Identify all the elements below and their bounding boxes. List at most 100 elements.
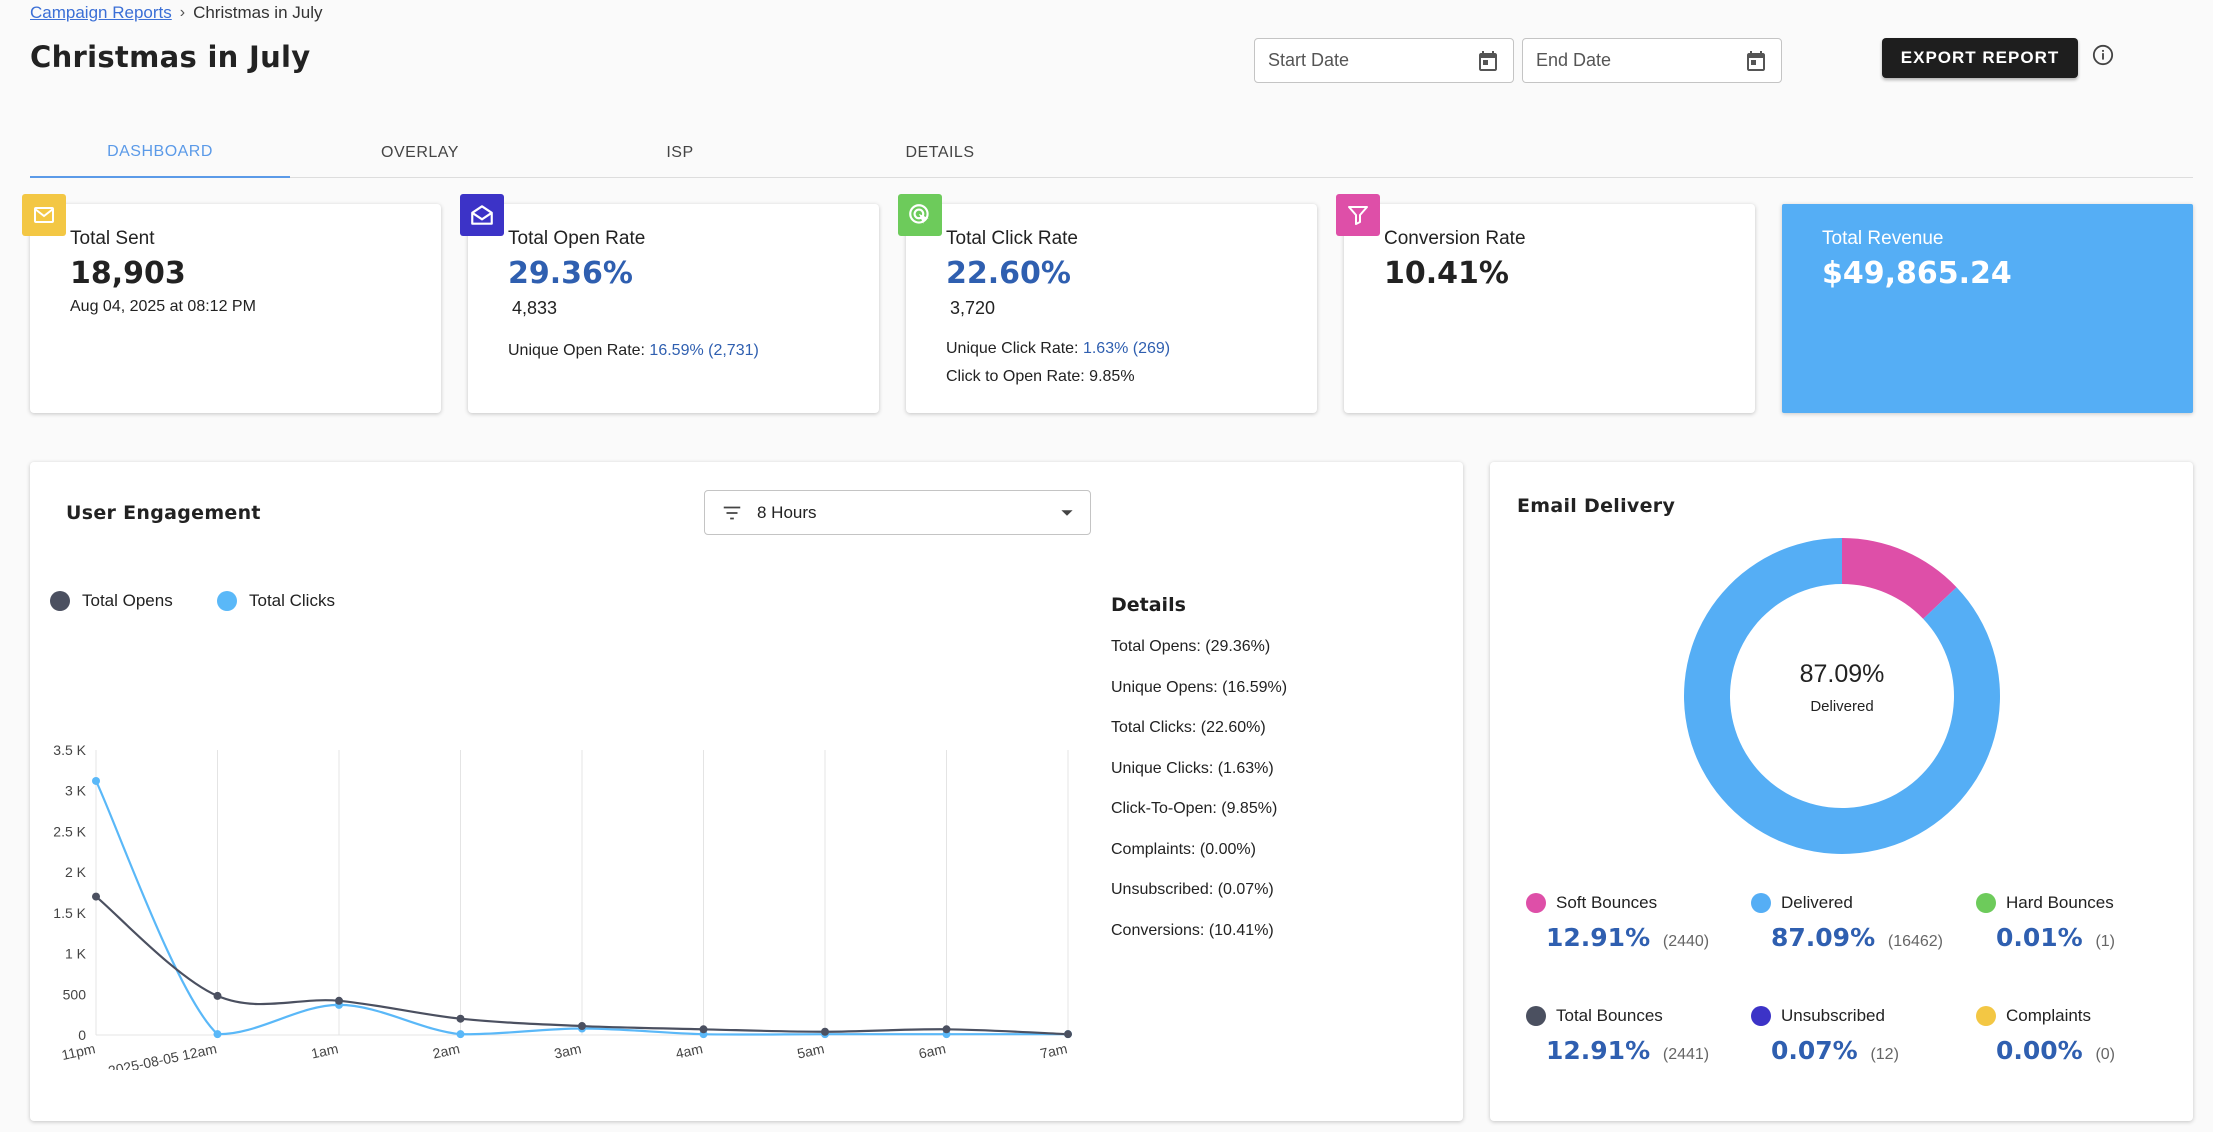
hard-bounces-value: 0.01%	[1996, 923, 2083, 952]
y-tick-label: 3.5 K	[53, 742, 86, 758]
delivery-soft-bounces: Soft Bounces 12.91% (2440)	[1526, 893, 1709, 952]
x-tick-label: 3am	[553, 1040, 583, 1061]
y-tick-label: 2.5 K	[53, 823, 86, 839]
total-bounces-dot	[1526, 1006, 1546, 1026]
tab-bar: DASHBOARD OVERLAY ISP DETAILS	[30, 128, 2193, 178]
total-bounces-label: Total Bounces	[1556, 1006, 1663, 1025]
detail-total-opens: Total Opens: (29.36%)	[1111, 638, 1271, 655]
info-icon[interactable]	[2092, 44, 2114, 66]
legend-dot-clicks	[217, 591, 237, 611]
breadcrumb: Campaign Reports › Christmas in July	[30, 3, 323, 23]
total-opens-point	[456, 1014, 465, 1023]
unique-click-rate-label: Unique Click Rate:	[946, 340, 1083, 357]
y-tick-label: 1 K	[65, 946, 87, 962]
total-opens-point	[1064, 1030, 1072, 1039]
total-opens-point	[942, 1025, 951, 1034]
total-opens-point	[821, 1027, 829, 1036]
delivered-value: 87.09%	[1771, 923, 1876, 952]
donut-slice-soft-bounces[interactable]	[1842, 538, 1957, 619]
legend-total-opens[interactable]: Total Opens	[50, 591, 173, 611]
unique-open-rate-label: Unique Open Rate:	[508, 342, 650, 359]
chevron-down-icon	[1061, 509, 1073, 516]
legend-dot-opens	[50, 591, 70, 611]
delivered-dot	[1751, 893, 1771, 913]
filter-icon	[723, 506, 741, 519]
soft-bounces-value: 12.91%	[1546, 923, 1651, 952]
tab-details[interactable]: DETAILS	[905, 144, 975, 161]
legend-total-clicks[interactable]: Total Clicks	[217, 591, 335, 611]
tab-overlay[interactable]: OVERLAY	[381, 144, 459, 161]
click-count: 3,720	[950, 298, 996, 318]
start-date-field[interactable]: Start Date	[1254, 38, 1514, 83]
click-rate-value: 22.60%	[946, 256, 1071, 291]
total-clicks-point	[213, 1030, 222, 1039]
total-bounces-count: (2441)	[1662, 1046, 1710, 1063]
unsubscribed-value: 0.07%	[1771, 1036, 1858, 1065]
x-tick-label: 2025-08-05 12am	[107, 1040, 218, 1070]
sent-timestamp: Aug 04, 2025 at 08:12 PM	[70, 298, 256, 315]
y-tick-label: 2 K	[65, 864, 87, 880]
detail-unique-opens: Unique Opens: (16.59%)	[1111, 679, 1288, 696]
end-date-field[interactable]: End Date	[1522, 38, 1782, 83]
conversion-rate-card: Conversion Rate 10.41%	[1344, 204, 1755, 413]
export-report-button[interactable]: EXPORT REPORT	[1882, 38, 2078, 78]
y-tick-label: 0	[78, 1027, 86, 1043]
time-range-select[interactable]: 8 Hours	[704, 490, 1091, 535]
click-cursor-icon	[898, 194, 942, 236]
click-rate-label: Total Click Rate	[946, 228, 1078, 249]
detail-unsubscribed: Unsubscribed: (0.07%)	[1111, 881, 1274, 898]
unsubscribed-label: Unsubscribed	[1781, 1006, 1885, 1025]
delivery-complaints: Complaints 0.00% (0)	[1976, 1006, 2115, 1065]
y-tick-label: 500	[63, 986, 87, 1002]
soft-bounces-dot	[1526, 893, 1546, 913]
total-opens-point	[335, 996, 343, 1005]
soft-bounces-count: (2440)	[1662, 933, 1710, 950]
open-count: 4,833	[512, 298, 558, 318]
breadcrumb-link-campaign-reports[interactable]: Campaign Reports	[30, 3, 172, 22]
click-to-open-rate: Click to Open Rate: 9.85%	[946, 368, 1135, 385]
complaints-value: 0.00%	[1996, 1036, 2083, 1065]
tab-dashboard[interactable]: DASHBOARD	[30, 128, 290, 178]
email-delivery-title: Email Delivery	[1517, 495, 1676, 517]
complaints-dot	[1976, 1006, 1996, 1026]
tab-isp[interactable]: ISP	[666, 144, 694, 161]
unsubscribed-dot	[1751, 1006, 1771, 1026]
x-tick-label: 6am	[917, 1040, 947, 1061]
y-tick-label: 3 K	[65, 783, 87, 799]
delivery-donut-chart	[1684, 538, 2000, 854]
legend-label-clicks: Total Clicks	[249, 591, 335, 610]
open-rate-label: Total Open Rate	[508, 228, 646, 249]
hard-bounces-dot	[1976, 893, 1996, 913]
total-sent-value: 18,903	[70, 256, 186, 291]
delivery-unsubscribed: Unsubscribed 0.07% (12)	[1751, 1006, 1899, 1065]
funnel-icon	[1336, 194, 1380, 236]
x-tick-label: 1am	[310, 1040, 340, 1061]
total-revenue-card: Total Revenue $49,865.24	[1782, 204, 2193, 413]
delivery-total-bounces: Total Bounces 12.91% (2441)	[1526, 1006, 1709, 1065]
complaints-count: (0)	[2095, 1046, 2116, 1063]
conversion-rate-value: 10.41%	[1384, 256, 1509, 291]
revenue-label: Total Revenue	[1822, 228, 1944, 249]
delivered-label: Delivered	[1781, 893, 1853, 912]
total-opens-point	[578, 1022, 586, 1031]
chevron-right-icon: ›	[179, 4, 186, 21]
total-opens-point	[213, 991, 222, 1000]
page-title: Christmas in July	[30, 40, 311, 74]
detail-click-to-open: Click-To-Open: (9.85%)	[1111, 800, 1278, 817]
total-bounces-value: 12.91%	[1546, 1036, 1651, 1065]
calendar-icon[interactable]	[1744, 49, 1768, 73]
engagement-line-chart: 0 500 1 K 1.5 K 2 K 2.5 K 3 K 3.5 K 11pm 2025-08…	[53, 742, 1072, 1070]
revenue-value: $49,865.24	[1822, 256, 2012, 291]
detail-unique-clicks: Unique Clicks: (1.63%)	[1111, 760, 1274, 777]
calendar-icon[interactable]	[1476, 49, 1500, 73]
hard-bounces-label: Hard Bounces	[2006, 893, 2114, 912]
detail-conversions: Conversions: (10.41%)	[1111, 922, 1274, 939]
unique-click-rate: Unique Click Rate: 1.63% (269)	[946, 340, 1170, 358]
complaints-label: Complaints	[2006, 1006, 2092, 1025]
x-tick-label: 2am	[431, 1040, 461, 1061]
open-envelope-icon	[460, 194, 504, 236]
user-engagement-title: User Engagement	[66, 502, 261, 524]
unique-click-rate-value: 1.63% (269)	[1082, 340, 1171, 357]
user-engagement-panel	[30, 462, 1463, 1121]
start-date-placeholder: Start Date	[1268, 50, 1350, 70]
